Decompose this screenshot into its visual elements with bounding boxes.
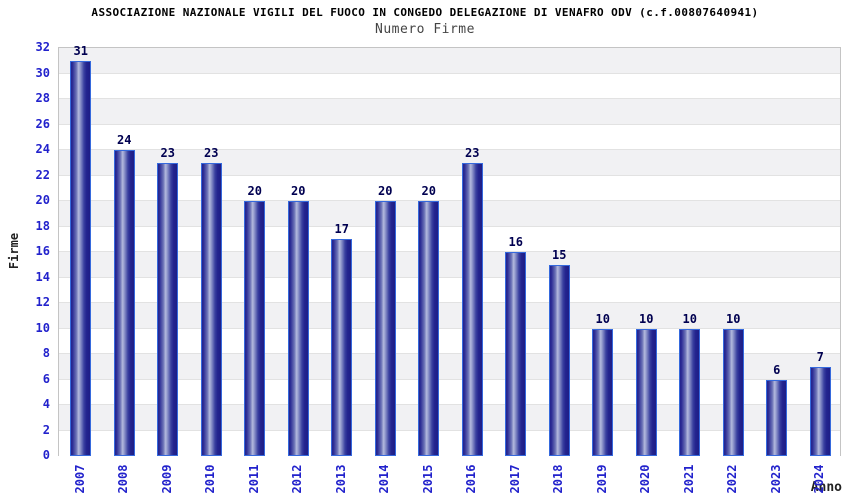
bar-2017 <box>505 252 527 456</box>
grid-band <box>59 303 840 329</box>
bar-2018 <box>548 264 570 456</box>
x-axis-tick-2015: 2015 <box>420 464 435 494</box>
bar-2008 <box>113 150 135 456</box>
bar-2022 <box>722 328 744 456</box>
bar-value-label: 10 <box>726 311 741 326</box>
bar-value-label: 15 <box>552 247 567 262</box>
y-axis-tick: 4 <box>42 397 50 411</box>
grid-band <box>59 124 840 150</box>
bar-2023 <box>766 379 788 456</box>
y-axis-tick: 30 <box>35 65 50 80</box>
bar-2007 <box>70 60 92 456</box>
bar-2020 <box>635 328 657 456</box>
bar-2012 <box>287 201 309 456</box>
y-axis-tick: 26 <box>35 116 50 131</box>
y-axis-tick: 24 <box>35 142 50 156</box>
y-axis-tick: 2 <box>42 422 50 437</box>
bar-2024 <box>809 366 831 456</box>
grid-band <box>59 379 840 405</box>
x-axis-tick-2018: 2018 <box>551 464 566 494</box>
grid-band <box>59 175 840 201</box>
y-axis-tick: 16 <box>35 244 50 258</box>
bar-2010 <box>200 162 222 456</box>
grid-band <box>59 150 840 176</box>
bar-2021 <box>679 328 701 456</box>
grid-band <box>59 252 840 278</box>
x-axis-tick-2016: 2016 <box>464 464 479 494</box>
plot-area: 31 24 23 23 20 20 17 20 20 23 16 15 10 10 10 10 6 7 <box>58 43 841 456</box>
y-axis-tick: 18 <box>35 218 50 233</box>
bar-2013 <box>331 239 353 456</box>
bar-2016 <box>461 162 483 456</box>
grid-band <box>59 405 840 431</box>
grid-band <box>59 328 840 354</box>
y-axis-tick: 12 <box>35 295 50 309</box>
grid-band <box>59 226 840 252</box>
y-axis-tick: 22 <box>35 167 50 182</box>
grid-band <box>59 73 840 99</box>
bar-value-label: 10 <box>595 311 610 326</box>
chart-title: ASSOCIAZIONE NAZIONALE VIGILI DEL FUOCO … <box>91 6 759 19</box>
x-axis-tick-2021: 2021 <box>681 464 696 494</box>
bar-value-label: 10 <box>639 311 654 326</box>
grid-band <box>59 48 840 74</box>
y-axis-tick: 6 <box>42 371 50 386</box>
x-axis-tick-2022: 2022 <box>725 464 740 494</box>
grid-band <box>59 99 840 125</box>
y-axis-tick: 14 <box>35 269 50 284</box>
y-axis-tick: 0 <box>42 448 50 462</box>
x-axis-tick-2014: 2014 <box>377 464 392 494</box>
x-axis-tick-2009: 2009 <box>159 464 174 494</box>
x-axis-tick-2012: 2012 <box>290 464 305 494</box>
bar-value-label: 16 <box>508 235 523 249</box>
x-axis-tick-2008: 2008 <box>116 464 131 494</box>
x-axis-tick-2024: 2024 <box>812 464 827 494</box>
grid-band <box>59 430 840 456</box>
y-axis-tick: 28 <box>35 91 50 105</box>
bar-value-label: 6 <box>773 362 781 377</box>
bar-2015 <box>418 201 440 456</box>
y-axis-tick: 32 <box>35 40 50 54</box>
x-axis-tick-2023: 2023 <box>768 464 783 494</box>
bar-value-label: 23 <box>204 145 219 160</box>
x-axis-title: Anno <box>810 480 842 495</box>
x-axis-tick-2007: 2007 <box>72 464 87 494</box>
bar-value-label: 24 <box>117 133 132 147</box>
y-axis-tick: 8 <box>42 346 50 360</box>
x-axis-tick-2017: 2017 <box>507 464 522 494</box>
bar-value-label: 20 <box>378 184 393 198</box>
x-axis-tick-2013: 2013 <box>333 464 348 494</box>
bar-2019 <box>592 328 614 456</box>
grid-band <box>59 277 840 303</box>
chart-subtitle: Numero Firme <box>375 22 475 37</box>
bar-value-label: 7 <box>816 349 824 364</box>
x-axis-tick-2020: 2020 <box>638 464 653 494</box>
y-axis-tick: 20 <box>35 193 50 207</box>
bar-value-label: 17 <box>334 222 349 237</box>
x-axis-tick-2019: 2019 <box>594 464 609 494</box>
bar-value-label: 10 <box>682 311 697 326</box>
bar-value-label: 31 <box>73 43 88 58</box>
bar-value-label: 20 <box>247 184 262 198</box>
bar-value-label: 23 <box>160 145 175 160</box>
x-axis-tick-2010: 2010 <box>203 464 218 494</box>
x-axis-tick-2011: 2011 <box>246 464 261 494</box>
grid-band <box>59 354 840 380</box>
y-axis-tick: 10 <box>35 320 50 335</box>
grid-band <box>59 201 840 227</box>
bar-value-label: 23 <box>465 145 480 160</box>
bar-2014 <box>374 201 396 456</box>
bar-value-label: 20 <box>291 184 306 198</box>
bar-2009 <box>157 162 179 456</box>
bar-2011 <box>244 201 266 456</box>
bar-value-label: 20 <box>421 184 436 198</box>
